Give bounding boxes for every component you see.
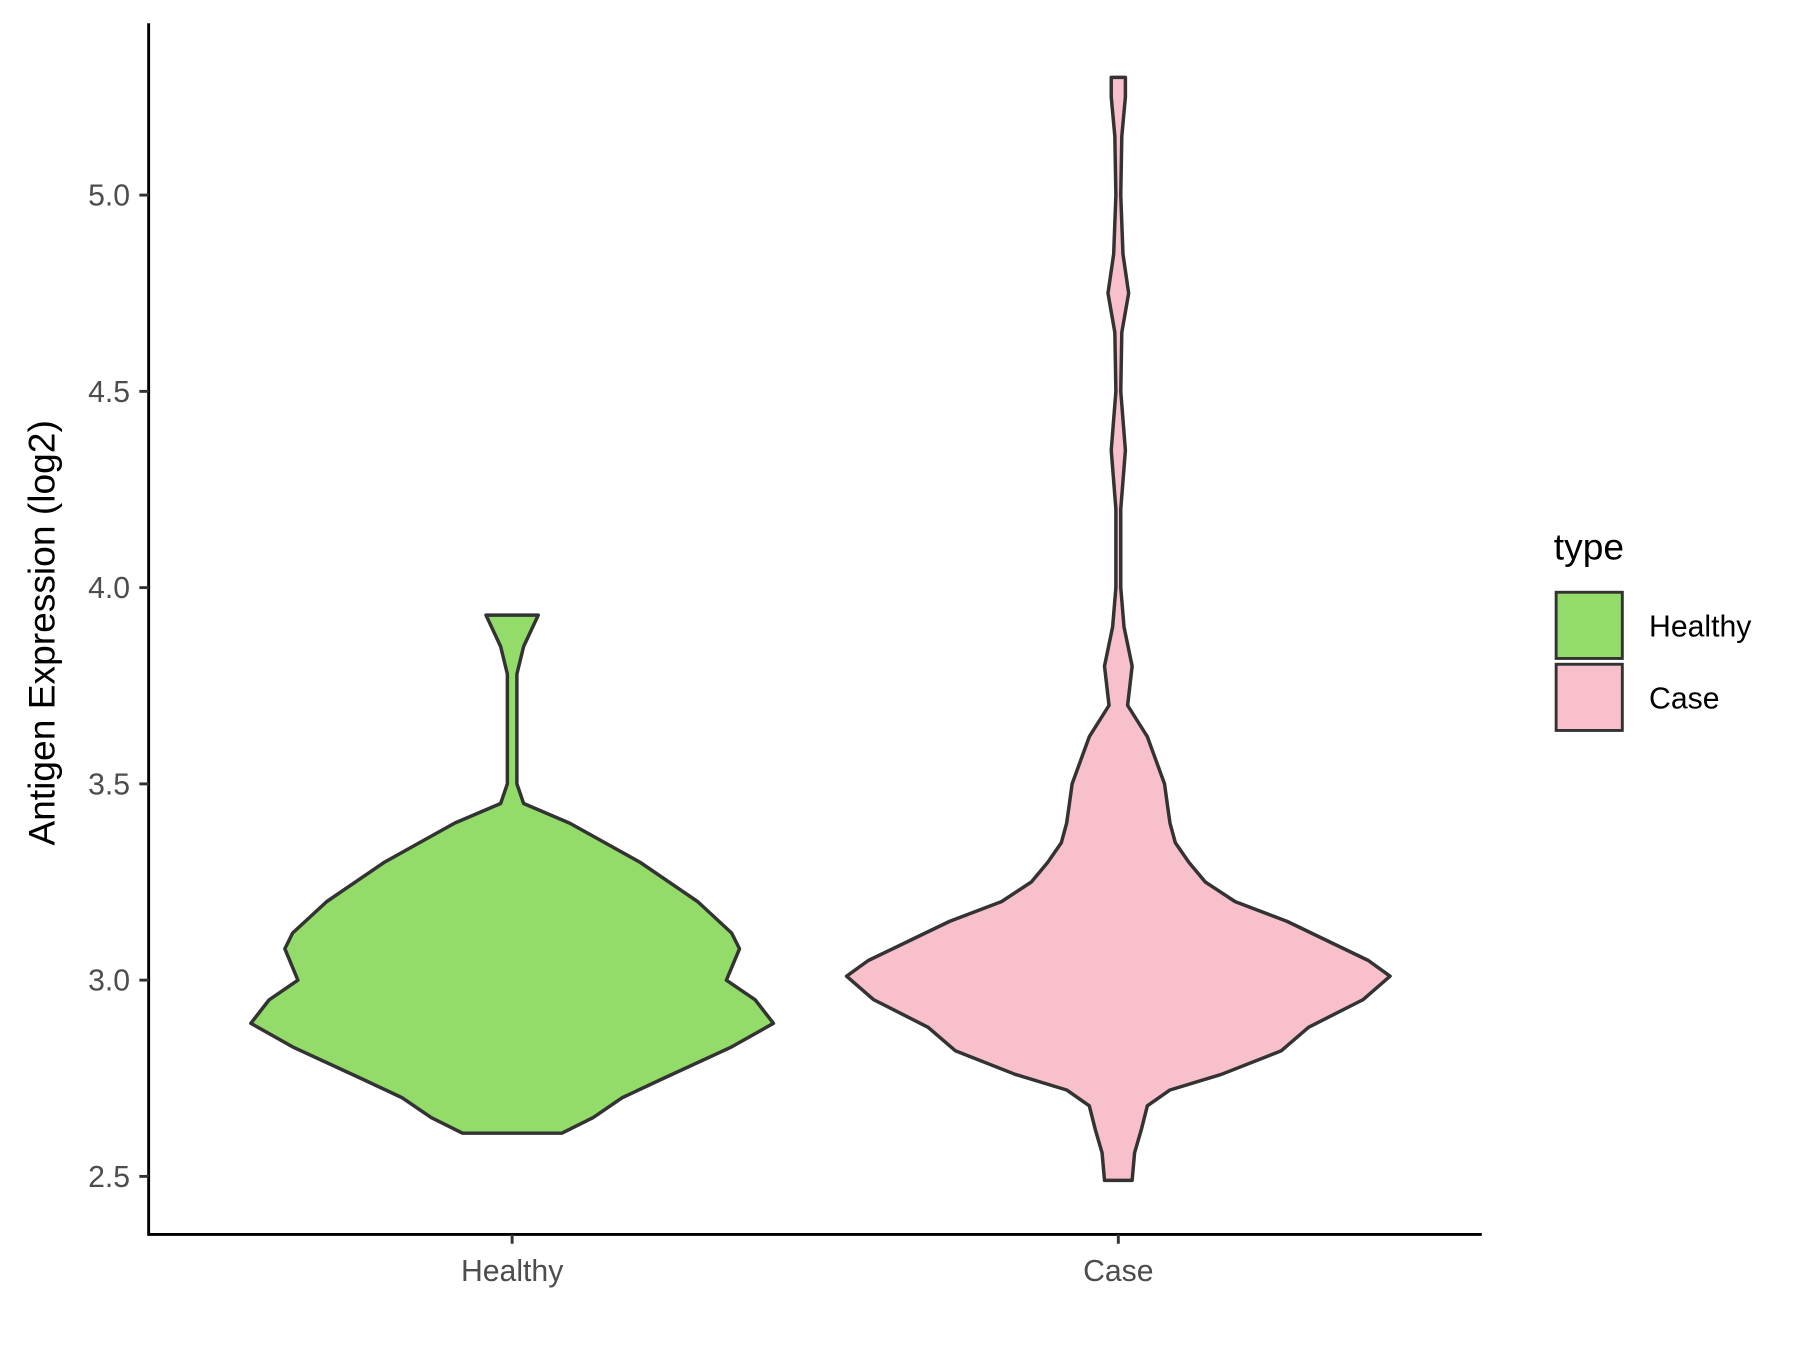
- y-tick-label: 2.5: [88, 1161, 130, 1194]
- y-ticks: 2.5 3.0 3.5 4.0 4.5 5.0: [88, 180, 149, 1194]
- violin-case: [844, 75, 1392, 1183]
- legend-label-case: Case: [1649, 682, 1719, 715]
- y-tick-label: 5.0: [88, 180, 130, 213]
- x-ticks: Healthy Case: [461, 1234, 1154, 1288]
- legend: type Healthy Case: [1554, 526, 1752, 732]
- violins: [249, 75, 1392, 1183]
- legend-label-healthy: Healthy: [1649, 610, 1752, 643]
- legend-swatch-healthy: [1554, 590, 1624, 660]
- legend-title: type: [1554, 526, 1624, 568]
- x-tick-label-healthy: Healthy: [461, 1255, 564, 1288]
- legend-swatch-case: [1554, 662, 1624, 732]
- violin-healthy: [249, 613, 776, 1135]
- y-tick-label: 3.0: [88, 965, 130, 998]
- y-tick-label: 3.5: [88, 768, 130, 801]
- y-tick-label: 4.0: [88, 572, 130, 605]
- y-tick-label: 4.5: [88, 376, 130, 409]
- y-axis-label: Antigen Expression (log2): [21, 420, 63, 845]
- x-tick-label-case: Case: [1083, 1255, 1153, 1288]
